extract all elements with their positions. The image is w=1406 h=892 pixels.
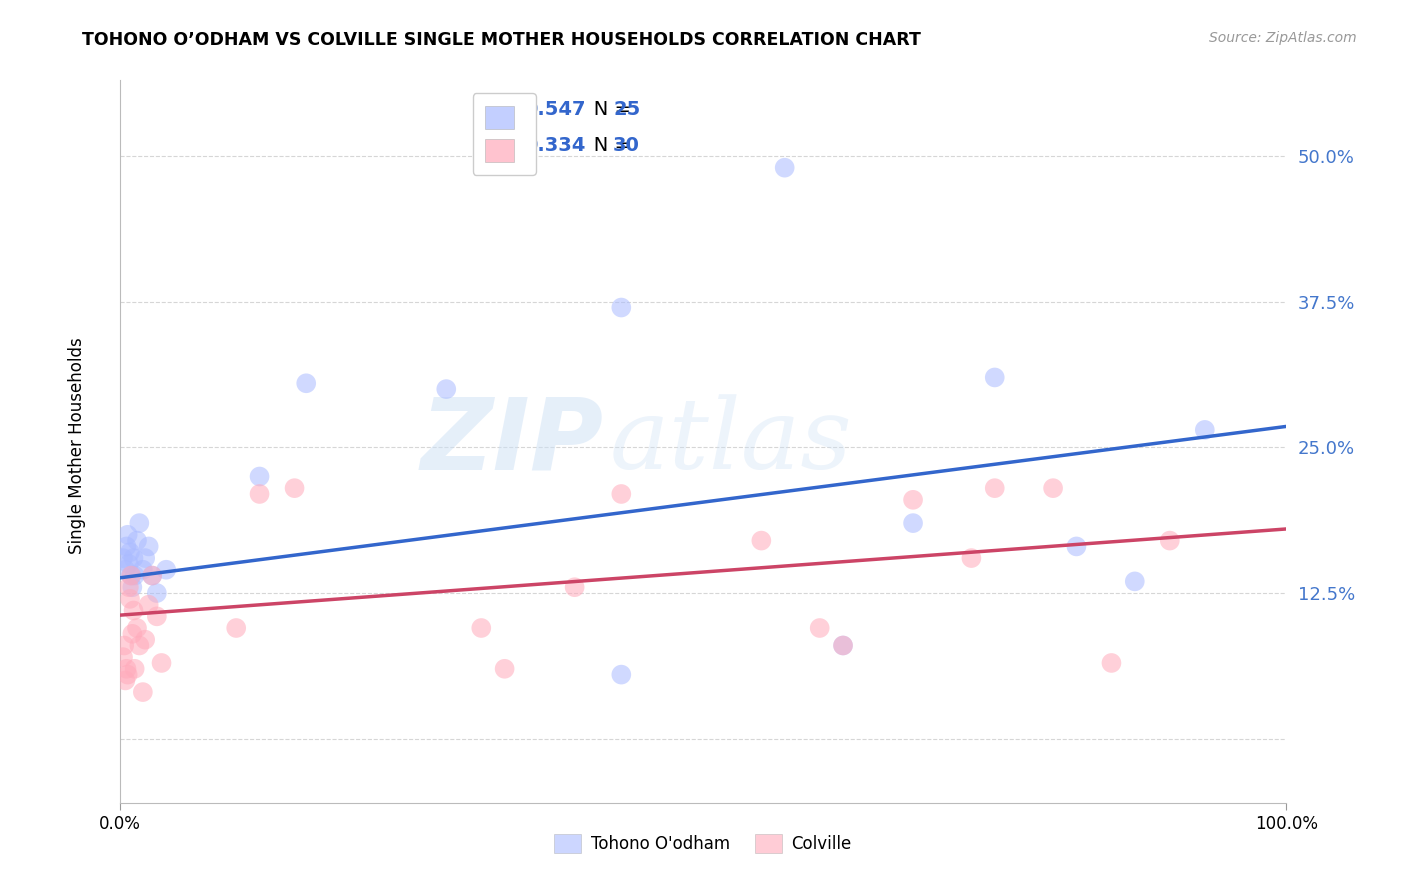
Point (564, 580, 586, 594)
Point (134, 551, 156, 566)
Text: atlas: atlas (610, 394, 852, 489)
Point (118, 591, 141, 606)
Point (434, 382, 457, 396)
Point (284, 481, 307, 495)
Point (295, 376, 318, 391)
Point (114, 673, 136, 688)
Point (121, 627, 143, 641)
Point (115, 540, 138, 554)
Legend: Tohono O'odham, Colville: Tohono O'odham, Colville (547, 827, 859, 860)
Point (120, 568, 142, 582)
Point (112, 639, 135, 653)
Point (984, 370, 1007, 384)
Point (124, 568, 146, 582)
Text: 30: 30 (613, 136, 640, 155)
Point (1159, 533, 1181, 548)
Text: Single Mother Households: Single Mother Households (69, 338, 86, 554)
Text: 0.334: 0.334 (524, 136, 586, 155)
Point (128, 639, 150, 653)
Point (118, 557, 141, 571)
Point (960, 551, 983, 566)
Point (122, 551, 145, 566)
Point (470, 621, 492, 635)
Point (832, 639, 855, 653)
Point (249, 487, 271, 501)
Point (124, 662, 146, 676)
Text: 0.547: 0.547 (524, 100, 586, 119)
Point (1194, 423, 1216, 437)
Point (111, 650, 134, 665)
Point (1099, 656, 1122, 670)
Point (132, 685, 155, 699)
Point (984, 481, 1007, 495)
Point (610, 301, 633, 315)
Point (832, 639, 855, 653)
Text: TOHONO O’ODHAM VS COLVILLE SINGLE MOTHER HOUSEHOLDS CORRELATION CHART: TOHONO O’ODHAM VS COLVILLE SINGLE MOTHER… (82, 31, 921, 49)
Point (118, 580, 141, 594)
Text: 25: 25 (613, 100, 640, 119)
Point (111, 551, 134, 566)
Point (125, 621, 148, 635)
Point (134, 632, 156, 647)
Point (901, 516, 924, 530)
Text: N =: N = (575, 100, 637, 119)
Point (155, 563, 177, 577)
Point (1123, 574, 1146, 589)
Point (115, 662, 138, 676)
Point (225, 621, 247, 635)
Point (141, 568, 163, 582)
Point (1042, 481, 1064, 495)
Point (125, 533, 148, 548)
Point (249, 469, 271, 483)
Text: N =: N = (575, 136, 637, 155)
Point (122, 603, 145, 617)
Point (114, 563, 136, 577)
Point (1066, 540, 1088, 554)
Text: R =: R = (495, 100, 537, 119)
Point (610, 667, 633, 681)
Point (117, 667, 139, 681)
Point (138, 598, 160, 612)
Point (773, 161, 796, 175)
Point (138, 540, 160, 554)
Point (751, 533, 773, 548)
Point (901, 492, 924, 507)
Text: ZIP: ZIP (420, 393, 603, 490)
Text: R =: R = (495, 136, 537, 155)
Point (808, 621, 831, 635)
Point (128, 516, 150, 530)
Text: Source: ZipAtlas.com: Source: ZipAtlas.com (1209, 31, 1357, 45)
Point (121, 580, 143, 594)
Point (610, 487, 633, 501)
Point (146, 586, 169, 600)
Point (132, 563, 155, 577)
Point (118, 545, 141, 559)
Point (141, 568, 163, 582)
Point (494, 662, 516, 676)
Point (150, 656, 173, 670)
Point (120, 568, 142, 582)
Point (146, 609, 169, 624)
Point (117, 528, 139, 542)
